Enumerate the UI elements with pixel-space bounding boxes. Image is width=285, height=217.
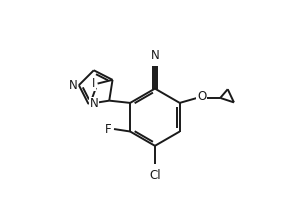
Text: N: N <box>90 97 98 110</box>
Text: N: N <box>150 49 159 62</box>
Text: N: N <box>69 79 78 92</box>
Text: F: F <box>104 123 111 136</box>
Text: O: O <box>197 90 206 103</box>
Text: I: I <box>92 77 95 90</box>
Text: Cl: Cl <box>149 169 161 182</box>
